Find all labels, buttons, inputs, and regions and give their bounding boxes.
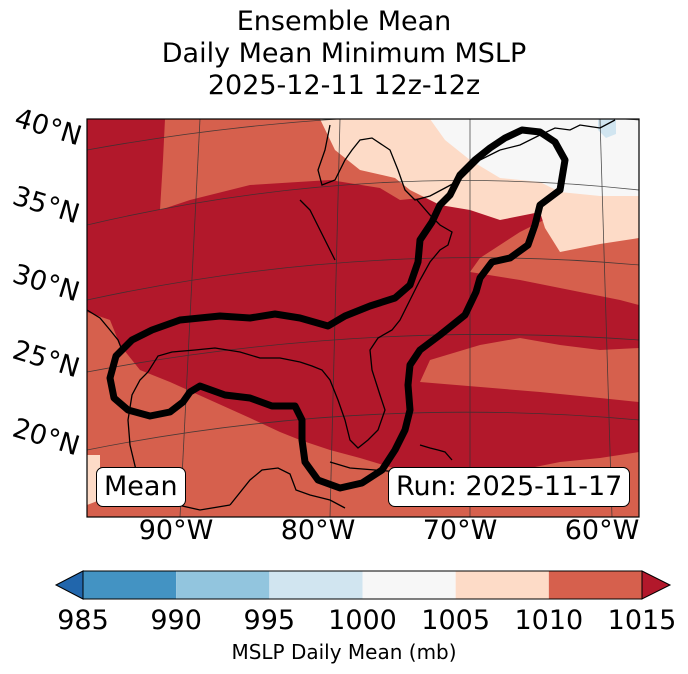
title-line-3: 2025-12-11 12z-12z (207, 70, 481, 101)
title-line-2: Daily Mean Minimum MSLP (161, 38, 527, 69)
colorbar-extend-high (641, 570, 672, 600)
colorbar-segment (83, 571, 177, 599)
colorbar-label: MSLP Daily Mean (mb) (231, 640, 457, 664)
colorbar-extend-low (54, 570, 84, 600)
field-1000-band (430, 119, 639, 196)
colorbar-tick-label: 985 (57, 605, 109, 636)
lon-label-90: 90°W (138, 515, 214, 546)
colorbar-segment (362, 571, 456, 599)
lon-label-80: 80°W (280, 515, 356, 546)
colorbar (54, 570, 672, 600)
colorbar-tick-label: 1010 (514, 605, 584, 636)
colorbar-segment (455, 571, 549, 599)
colorbar-tick-label: 1000 (328, 605, 397, 636)
mean-box-label: Mean (96, 467, 186, 507)
pressure-field (87, 119, 639, 517)
colorbar-tick-label: 1015 (607, 605, 677, 636)
colorbar-segment (176, 571, 270, 599)
field-995-band (598, 119, 616, 138)
run-date-box-label: Run: 2025-11-17 (388, 467, 631, 507)
lon-label-70: 70°W (422, 515, 498, 546)
mslp-contour-1015 (106, 126, 569, 492)
map-frame (86, 118, 640, 518)
colorbar-segment (548, 571, 642, 599)
colorbar-tick-label: 1005 (421, 605, 491, 636)
title-line-1: Ensemble Mean (236, 6, 452, 37)
colorbar-tick-label: 990 (150, 605, 202, 636)
colorbar-tick-label: 995 (243, 605, 296, 636)
graticule (87, 119, 639, 517)
colorbar-segment (269, 571, 363, 599)
lon-label-60: 60°W (564, 515, 640, 546)
